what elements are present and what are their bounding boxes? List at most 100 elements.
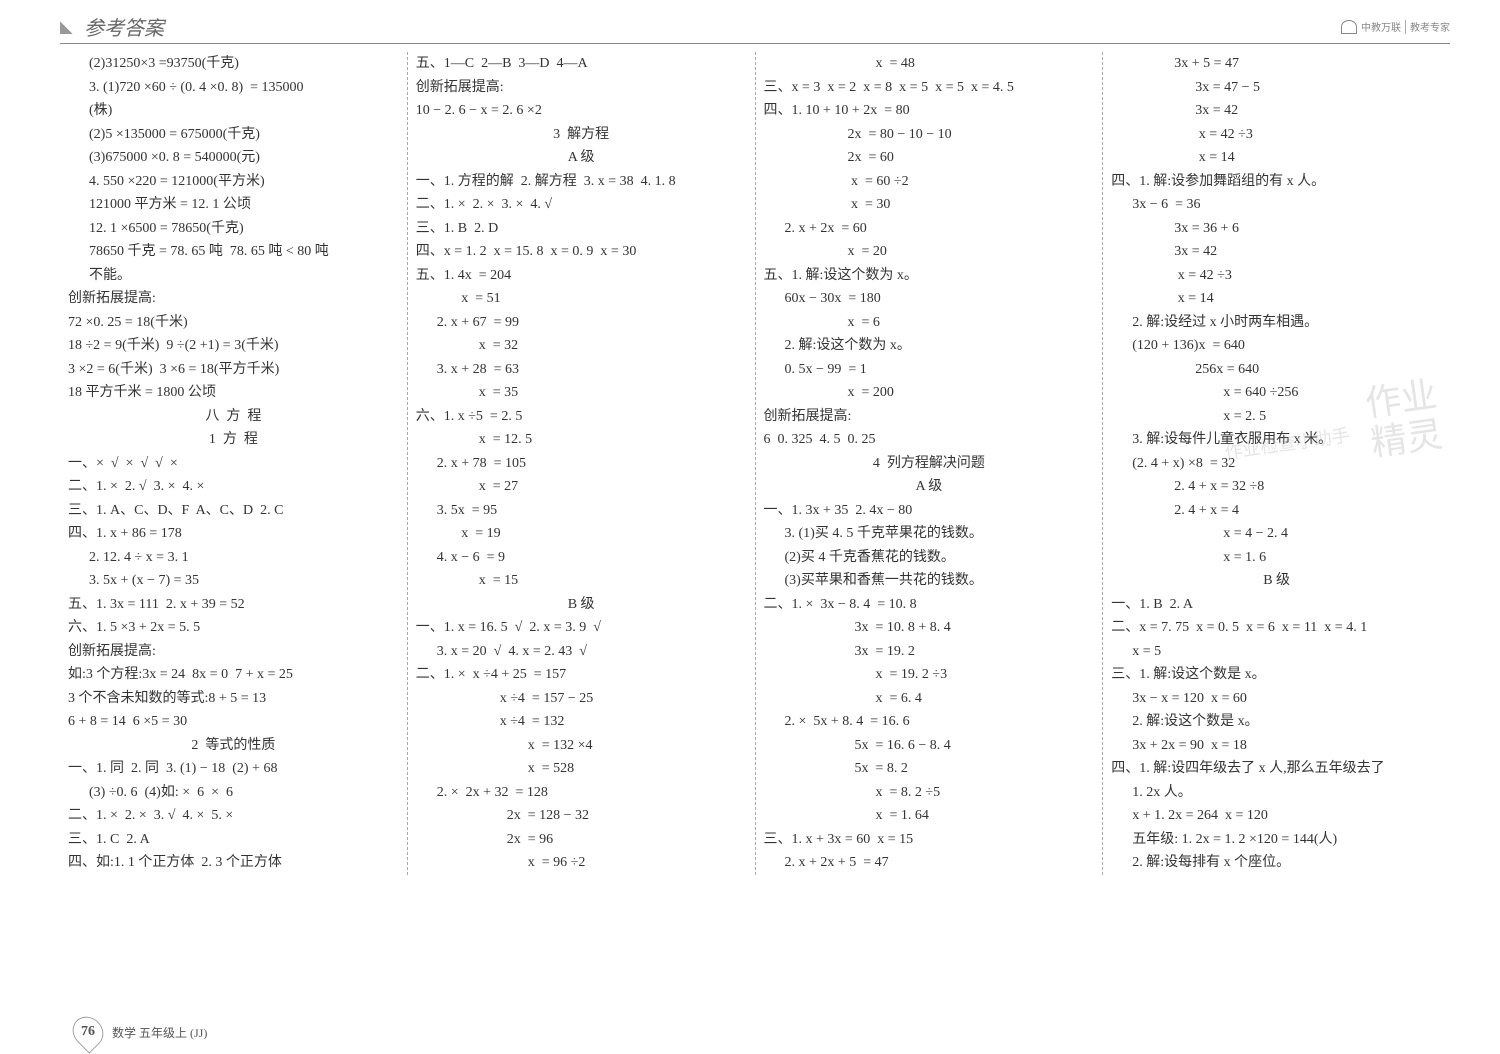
text-line: 2. 解:设这个数为 x。 <box>764 334 1095 358</box>
text-line: x = 14 <box>1111 146 1442 170</box>
text-line: 4. x − 6 = 9 <box>416 546 747 570</box>
text-line: 创新拓展提高: <box>68 640 399 664</box>
text-line: 五年级: 1. 2x = 1. 2 ×120 = 144(人) <box>1111 828 1442 852</box>
text-line: 一、× √ × √ √ × <box>68 452 399 476</box>
text-line: 3x = 19. 2 <box>764 640 1095 664</box>
text-line: x ÷4 = 132 <box>416 710 747 734</box>
text-line: 四、1. 解:设参加舞蹈组的有 x 人。 <box>1111 170 1442 194</box>
text-line: x = 1. 6 <box>1111 546 1442 570</box>
text-line: 三、1. B 2. D <box>416 217 747 241</box>
text-line: 2. x + 2x = 60 <box>764 217 1095 241</box>
text-line: 2. × 2x + 32 = 128 <box>416 781 747 805</box>
text-line: 三、1. A、C、D、F A、C、D 2. C <box>68 499 399 523</box>
text-line: x = 42 ÷3 <box>1111 123 1442 147</box>
text-line: A 级 <box>764 475 1095 499</box>
text-line: 12. 1 ×6500 = 78650(千克) <box>68 217 399 241</box>
text-line: (2. 4 + x) ×8 = 32 <box>1111 452 1442 476</box>
text-line: 3. x + 28 = 63 <box>416 358 747 382</box>
brand-logo-icon <box>1341 20 1357 34</box>
text-line: 3. (1)720 ×60 ÷ (0. 4 ×0. 8) = 135000 <box>68 76 399 100</box>
text-line: 3 个不含未知数的等式:8 + 5 = 13 <box>68 687 399 711</box>
footer-subject: 数学 五年级上 (JJ) <box>112 1024 207 1041</box>
text-line: x = 6. 4 <box>764 687 1095 711</box>
text-line: x = 1. 64 <box>764 804 1095 828</box>
text-line: x = 42 ÷3 <box>1111 264 1442 288</box>
text-line: 2 等式的性质 <box>68 734 399 758</box>
text-line: 四、1. x + 86 = 178 <box>68 522 399 546</box>
text-line: 创新拓展提高: <box>416 76 747 100</box>
text-line: 2. 4 + x = 4 <box>1111 499 1442 523</box>
text-line: 3x + 2x = 90 x = 18 <box>1111 734 1442 758</box>
column-4: 3x + 5 = 473x = 47 − 53x = 42 x = 42 ÷3 … <box>1103 52 1450 875</box>
text-line: 二、1. × 3x − 8. 4 = 10. 8 <box>764 593 1095 617</box>
text-line: 3x − x = 120 x = 60 <box>1111 687 1442 711</box>
text-line: 4. 550 ×220 = 121000(平方米) <box>68 170 399 194</box>
text-line: 三、x = 3 x = 2 x = 8 x = 5 x = 5 x = 4. 5 <box>764 76 1095 100</box>
text-line: 四、如:1. 1 个正方体 2. 3 个正方体 <box>68 851 399 875</box>
text-line: x = 528 <box>416 757 747 781</box>
text-line: 3. (1)买 4. 5 千克苹果花的钱数。 <box>764 522 1095 546</box>
text-line: 如:3 个方程:3x = 24 8x = 0 7 + x = 25 <box>68 663 399 687</box>
text-line: 3x = 36 + 6 <box>1111 217 1442 241</box>
text-line: x = 96 ÷2 <box>416 851 747 875</box>
text-line: 10 − 2. 6 − x = 2. 6 ×2 <box>416 99 747 123</box>
text-line: 3x = 42 <box>1111 99 1442 123</box>
text-line: x = 19 <box>416 522 747 546</box>
text-line: 2. 4 + x = 32 ÷8 <box>1111 475 1442 499</box>
text-line: 一、1. B 2. A <box>1111 593 1442 617</box>
text-line: x = 27 <box>416 475 747 499</box>
text-line: x ÷4 = 157 − 25 <box>416 687 747 711</box>
text-line: 三、1. C 2. A <box>68 828 399 852</box>
text-line: 四、1. 解:设四年级去了 x 人,那么五年级去了 <box>1111 757 1442 781</box>
text-line: 3. 5x = 95 <box>416 499 747 523</box>
text-line: 六、1. x ÷5 = 2. 5 <box>416 405 747 429</box>
text-line: 256x = 640 <box>1111 358 1442 382</box>
column-3: x = 48三、x = 3 x = 2 x = 8 x = 5 x = 5 x … <box>756 52 1104 875</box>
brand-name: 中教万联 <box>1361 19 1401 34</box>
text-line: 2. 解:设每排有 x 个座位。 <box>1111 851 1442 875</box>
brand-sub: 教考专家 <box>1410 19 1450 34</box>
text-line: 0. 5x − 99 = 1 <box>764 358 1095 382</box>
text-line: 三、1. x + 3x = 60 x = 15 <box>764 828 1095 852</box>
text-line: 六、1. 5 ×3 + 2x = 5. 5 <box>68 616 399 640</box>
text-line: 18 ÷2 = 9(千米) 9 ÷(2 +1) = 3(千米) <box>68 334 399 358</box>
text-line: 四、1. 10 + 10 + 2x = 80 <box>764 99 1095 123</box>
text-line: 2x = 80 − 10 − 10 <box>764 123 1095 147</box>
text-line: 3. 5x + (x − 7) = 35 <box>68 569 399 593</box>
text-line: 创新拓展提高: <box>764 405 1095 429</box>
text-line: x = 48 <box>764 52 1095 76</box>
text-line: 3x = 10. 8 + 8. 4 <box>764 616 1095 640</box>
text-line: x = 51 <box>416 287 747 311</box>
text-line: (2)31250×3 =93750(千克) <box>68 52 399 76</box>
text-line: (120 + 136)x = 640 <box>1111 334 1442 358</box>
text-line: 一、1. 同 2. 同 3. (1) − 18 (2) + 68 <box>68 757 399 781</box>
text-line: 3. x = 20 √ 4. x = 2. 43 √ <box>416 640 747 664</box>
page-number-heart-icon: 76 <box>70 1016 106 1048</box>
text-line: 3x = 47 − 5 <box>1111 76 1442 100</box>
text-line: 2. x + 78 = 105 <box>416 452 747 476</box>
text-line: 一、1. 方程的解 2. 解方程 3. x = 38 4. 1. 8 <box>416 170 747 194</box>
text-line: x = 14 <box>1111 287 1442 311</box>
text-line: 五、1. 解:设这个数为 x。 <box>764 264 1095 288</box>
text-line: 78650 千克 = 78. 65 吨 78. 65 吨 < 80 吨 <box>68 240 399 264</box>
text-line: 5x = 8. 2 <box>764 757 1095 781</box>
header-brand: 中教万联 教考专家 <box>1341 19 1450 34</box>
text-line: x = 35 <box>416 381 747 405</box>
text-line: x = 2. 5 <box>1111 405 1442 429</box>
text-line: 2. × 5x + 8. 4 = 16. 6 <box>764 710 1095 734</box>
text-line: 5x = 16. 6 − 8. 4 <box>764 734 1095 758</box>
text-line: x = 4 − 2. 4 <box>1111 522 1442 546</box>
text-line: 一、1. x = 16. 5 √ 2. x = 3. 9 √ <box>416 616 747 640</box>
text-line: 72 ×0. 25 = 18(千米) <box>68 311 399 335</box>
text-line: 一、1. 3x + 35 2. 4x − 80 <box>764 499 1095 523</box>
text-line: 3x − 6 = 36 <box>1111 193 1442 217</box>
text-line: 60x − 30x = 180 <box>764 287 1095 311</box>
text-line: 3. 解:设每件儿童衣服用布 x 米。 <box>1111 428 1442 452</box>
text-line: 三、1. 解:设这个数是 x。 <box>1111 663 1442 687</box>
text-line: x = 12. 5 <box>416 428 747 452</box>
page-number: 76 <box>81 1024 95 1040</box>
text-line: x = 60 ÷2 <box>764 170 1095 194</box>
text-line: (3)买苹果和香蕉一共花的钱数。 <box>764 569 1095 593</box>
text-line: (2)买 4 千克香蕉花的钱数。 <box>764 546 1095 570</box>
text-line: 6 0. 325 4. 5 0. 25 <box>764 428 1095 452</box>
